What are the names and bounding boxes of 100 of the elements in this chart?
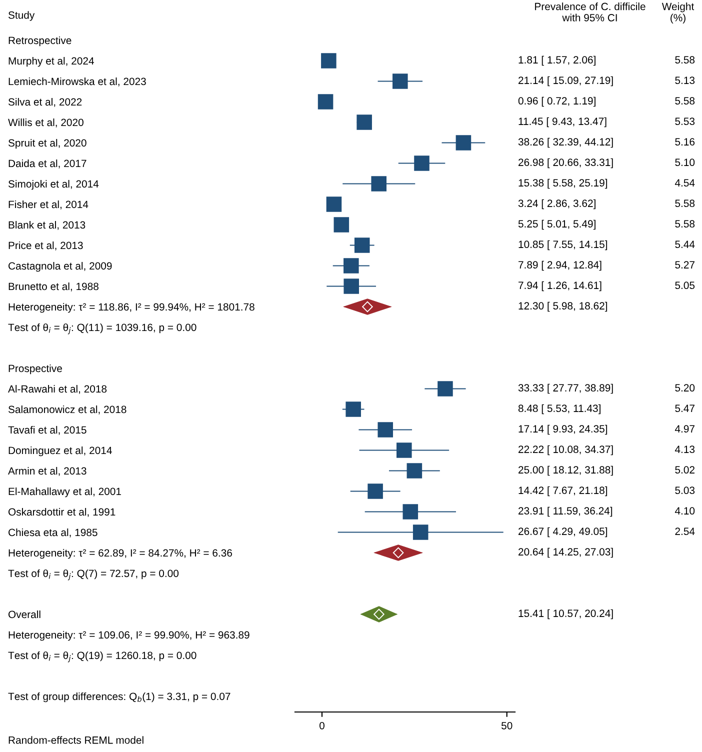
text: 26.67 [ 4.29, 49.05] xyxy=(518,527,608,538)
text: 5.20 xyxy=(675,384,695,392)
point xyxy=(368,484,383,499)
y-tick-label: El-Mahallawy et al, 2001 xyxy=(8,487,121,498)
point xyxy=(326,196,342,212)
point xyxy=(344,278,359,294)
text: 12.30 [ 5.98, 18.62] xyxy=(518,302,608,312)
y-tick-label: Tavafi et al, 2015 xyxy=(8,426,86,435)
text: 4.10 xyxy=(674,507,695,515)
point xyxy=(371,176,386,192)
y-tick-label: Al-Rawahi et al, 2018 xyxy=(8,384,107,394)
text: 38.26 [ 32.39, 44.12] xyxy=(518,138,613,148)
point xyxy=(392,74,408,89)
text: 15.38 [ 5.58, 25.19] xyxy=(518,178,608,189)
y-tick-label: Fisher et al, 2014 xyxy=(8,200,88,210)
y-tick-label: Retrospective xyxy=(8,36,72,46)
text: 5.16 xyxy=(675,138,695,146)
x-tick-label: 50 xyxy=(501,722,512,730)
point xyxy=(402,504,418,520)
point xyxy=(334,217,350,232)
y-tick-label: Test of group differences: Q$_{b}$(1) = 3.31, p = 0.07 xyxy=(8,692,230,702)
text: 5.05 xyxy=(675,282,695,290)
text: Random-effects REML model xyxy=(8,736,144,744)
y-tick-label: Murphy et al, 2024 xyxy=(8,56,94,67)
text: 21.14 [ 15.09, 27.19] xyxy=(518,76,613,86)
y-tick-label: Prospective xyxy=(8,364,62,374)
text: 5.53 xyxy=(675,118,695,126)
y-tick-label: Test of θ$_{i}$ = θ$_{j}$: Q(7) = 72.57, p = 0.00 xyxy=(8,569,179,580)
point xyxy=(456,135,472,150)
text: 15.41 [ 10.57, 20.24] xyxy=(518,609,613,620)
y-tick-label: Test of θ$_{i}$ = θ$_{j}$: Q(19) = 1260.18, p = 0.00 xyxy=(8,651,196,662)
text: 25.00 [ 18.12, 31.88] xyxy=(518,466,613,476)
text: 23.91 [ 11.59, 36.24] xyxy=(518,506,612,517)
text: Weight (%) xyxy=(662,2,694,24)
text: 2.54 xyxy=(675,528,695,536)
text: 5.44 xyxy=(675,240,695,248)
text: Prevalence of C. difficile with 95% CI xyxy=(535,2,646,22)
point xyxy=(412,524,428,540)
y-tick-label: Overall xyxy=(8,610,40,618)
y-tick-label: Brunetto et al, 1988 xyxy=(8,282,98,292)
point xyxy=(318,94,334,110)
text: 14.42 [ 7.67, 21.18] xyxy=(518,486,608,496)
text: 5.02 xyxy=(675,466,694,474)
text: 10.85 [ 7.55, 14.15] xyxy=(518,240,608,250)
point xyxy=(414,156,430,171)
text: 11.45 [ 9.43, 13.47] xyxy=(518,117,606,128)
point xyxy=(406,463,422,478)
y-tick-label: Willis et al, 2020 xyxy=(8,118,84,128)
y-axis-title: Study xyxy=(8,11,35,21)
y-tick-label: Simojoki et al, 2014 xyxy=(8,180,99,190)
text: 5.58 xyxy=(675,200,695,208)
point xyxy=(396,442,412,458)
text: 17.14 [ 9.93, 24.35] xyxy=(518,424,608,435)
y-tick-label: Spruit et al, 2020 xyxy=(8,138,86,149)
text: 4.13 xyxy=(674,446,695,454)
text: 8.48 [ 5.53, 11.43] xyxy=(518,404,600,414)
text: 33.33 [ 27.77, 38.89] xyxy=(518,384,613,394)
y-tick-label: Armin et al, 2013 xyxy=(8,466,86,476)
text: 0.96 [ 0.72, 1.19] xyxy=(518,96,596,107)
y-tick-label: Lemiech-Mirowska et al, 2023 xyxy=(8,77,146,86)
text: 4.97 xyxy=(674,425,694,433)
y-tick-label: Dominguez et al, 2014 xyxy=(8,446,112,456)
text: 4.54 xyxy=(674,179,695,187)
y-tick-label: Silva et al, 2022 xyxy=(8,98,82,107)
text: 22.22 [ 10.08, 34.37] xyxy=(518,445,613,456)
text: 5.13 xyxy=(675,76,695,84)
text: 5.27 xyxy=(675,261,694,269)
y-tick-label: Heterogeneity: τ² = 62.89, I² = 84.27%, H² = 6.36 xyxy=(8,548,232,559)
y-tick-label: Chiesa eta al, 1985 xyxy=(8,528,98,538)
text: 5.58 xyxy=(675,220,695,228)
text: 5.58 xyxy=(675,97,695,105)
y-tick-label: Daida et al, 2017 xyxy=(8,159,86,168)
x-tick-label: 0 xyxy=(320,722,324,730)
text: 7.89 [ 2.94, 12.84] xyxy=(518,260,602,271)
text: 20.64 [ 14.25, 27.03] xyxy=(518,548,613,558)
text: 7.94 [ 1.26, 14.61] xyxy=(518,281,602,292)
text: 1.81 [ 1.57, 2.06] xyxy=(518,56,596,66)
y-tick-label: Salamonowicz et al, 2018 xyxy=(8,405,126,414)
text: 3.24 [ 2.86, 3.62] xyxy=(518,199,596,210)
text: 5.03 xyxy=(675,486,695,494)
text: 5.25 [ 5.01, 5.49] xyxy=(518,220,596,230)
y-tick-label: Test of θ$_{i}$ = θ$_{j}$: Q(11) = 1039.16, p = 0.00 xyxy=(8,323,196,334)
point xyxy=(346,402,361,417)
text: 5.58 xyxy=(675,56,695,64)
point xyxy=(392,547,404,558)
y-tick-label: Heterogeneity: τ² = 109.06, I² = 99.90%, H² = 963.89 xyxy=(8,630,250,641)
point xyxy=(356,114,372,130)
text: 5.10 xyxy=(675,158,695,166)
point xyxy=(362,301,373,312)
text: 26.98 [ 20.66, 33.31] xyxy=(518,158,613,168)
point xyxy=(438,381,453,396)
text: 5.47 xyxy=(675,404,694,412)
y-tick-label: Castagnola et al, 2009 xyxy=(8,262,112,272)
y-tick-label: Blank et al, 2013 xyxy=(8,220,86,230)
y-tick-label: Price et al, 2013 xyxy=(8,241,83,250)
y-tick-label: Heterogeneity: τ² = 118.86, I² = 99.94%, H² = 1801.78 xyxy=(8,302,254,313)
point xyxy=(378,422,394,438)
point xyxy=(321,53,336,68)
point xyxy=(344,258,359,274)
y-tick-label: Oskarsdottir et al, 1991 xyxy=(8,508,116,517)
